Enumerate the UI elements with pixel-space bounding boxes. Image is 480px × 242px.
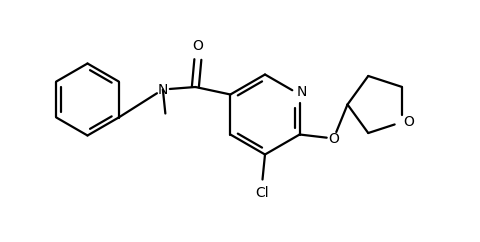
Text: O: O (192, 38, 203, 53)
Text: N: N (157, 83, 168, 97)
Text: N: N (296, 85, 306, 99)
Text: O: O (327, 131, 338, 145)
Text: O: O (403, 115, 413, 129)
Text: Cl: Cl (255, 186, 269, 200)
